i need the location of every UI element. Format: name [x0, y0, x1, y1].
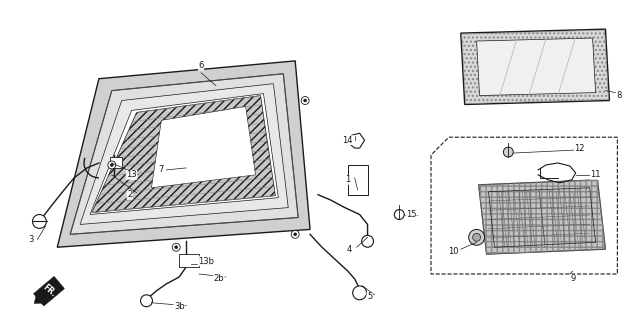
Text: 11: 11	[591, 170, 601, 180]
Polygon shape	[90, 93, 278, 214]
Text: 1: 1	[345, 175, 351, 184]
Circle shape	[304, 99, 307, 102]
Polygon shape	[70, 74, 298, 234]
Text: 2b: 2b	[213, 275, 224, 284]
Text: FR.: FR.	[41, 283, 58, 299]
Circle shape	[394, 210, 404, 220]
Text: 5: 5	[367, 292, 372, 301]
Text: 13b: 13b	[198, 257, 214, 266]
Text: 2: 2	[127, 190, 132, 199]
Circle shape	[175, 246, 178, 249]
Polygon shape	[92, 96, 276, 212]
Polygon shape	[34, 294, 44, 304]
Circle shape	[472, 233, 481, 241]
Text: 14: 14	[342, 136, 353, 145]
Circle shape	[352, 286, 366, 300]
Polygon shape	[34, 276, 64, 306]
Polygon shape	[110, 157, 122, 168]
Text: 6: 6	[198, 61, 204, 70]
Polygon shape	[479, 180, 606, 254]
Text: 15: 15	[406, 210, 417, 219]
Circle shape	[294, 233, 297, 236]
Polygon shape	[461, 29, 610, 105]
Circle shape	[361, 235, 373, 247]
Circle shape	[140, 295, 152, 307]
Circle shape	[108, 161, 116, 169]
Circle shape	[32, 214, 46, 228]
Polygon shape	[179, 254, 199, 267]
Polygon shape	[57, 61, 310, 247]
Polygon shape	[80, 84, 288, 224]
Text: 9: 9	[570, 275, 575, 284]
Polygon shape	[348, 165, 368, 195]
Polygon shape	[152, 107, 255, 188]
Circle shape	[301, 97, 309, 105]
Text: 3: 3	[28, 235, 33, 244]
Circle shape	[110, 164, 113, 166]
Circle shape	[469, 229, 485, 245]
Circle shape	[172, 243, 180, 251]
Text: 8: 8	[617, 91, 622, 100]
Text: 13: 13	[126, 170, 137, 180]
Text: 3b: 3b	[174, 302, 185, 311]
Text: 7: 7	[159, 165, 164, 174]
Circle shape	[504, 147, 513, 157]
Polygon shape	[477, 38, 596, 96]
Text: 4: 4	[347, 245, 352, 254]
Text: 10: 10	[448, 247, 459, 256]
Circle shape	[291, 230, 299, 238]
Text: 12: 12	[575, 144, 585, 153]
